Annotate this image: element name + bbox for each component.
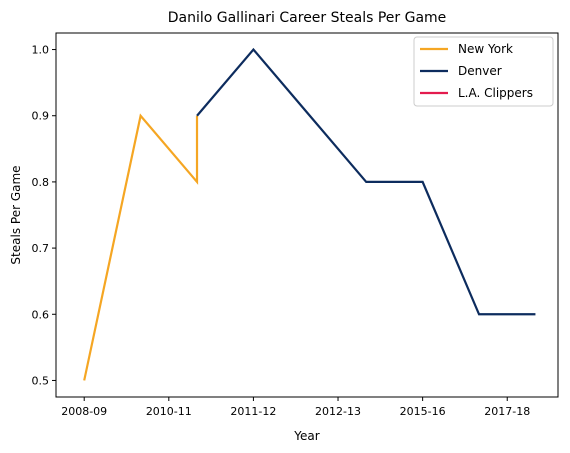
legend-box <box>413 36 554 107</box>
x-tick-label: 2008-09 <box>61 405 107 418</box>
y-tick-label: 0.6 <box>32 308 50 321</box>
x-axis-label: Year <box>293 429 319 443</box>
legend-entries: New York Denver L.A. Clippers <box>420 42 533 100</box>
legend-label: L.A. Clippers <box>458 86 533 100</box>
y-tick-label: 0.7 <box>32 242 50 255</box>
y-axis: 0.5 0.6 0.7 0.8 0.9 1.0 <box>32 44 56 387</box>
x-tick-label: 2017-18 <box>484 405 530 418</box>
series-line-denver <box>196 47 536 316</box>
x-tick-label: 2012-13 <box>315 405 361 418</box>
legend: New York Denver L.A. Clippers <box>413 36 554 107</box>
y-tick-label: 1.0 <box>32 44 50 57</box>
plot-area <box>55 32 559 398</box>
y-tick-label: 0.5 <box>32 374 50 387</box>
y-tick-label: 0.9 <box>32 110 50 123</box>
axes-frame <box>55 32 559 398</box>
chart-title: Danilo Gallinari Career Steals Per Game <box>168 10 447 26</box>
x-tick-label: 2010-11 <box>146 405 192 418</box>
legend-label: New York <box>458 42 513 56</box>
x-axis: 2008-09 2010-11 2011-12 2012-13 2015-16 2017-… <box>61 397 530 418</box>
x-tick-label: 2015-16 <box>400 405 446 418</box>
y-axis-label: Steals Per Game <box>9 165 23 264</box>
series-line-new-york <box>83 113 199 381</box>
x-tick-label: 2011-12 <box>230 405 276 418</box>
series-layer <box>83 47 536 381</box>
y-tick-label: 0.8 <box>32 176 50 189</box>
legend-label: Denver <box>458 64 502 78</box>
